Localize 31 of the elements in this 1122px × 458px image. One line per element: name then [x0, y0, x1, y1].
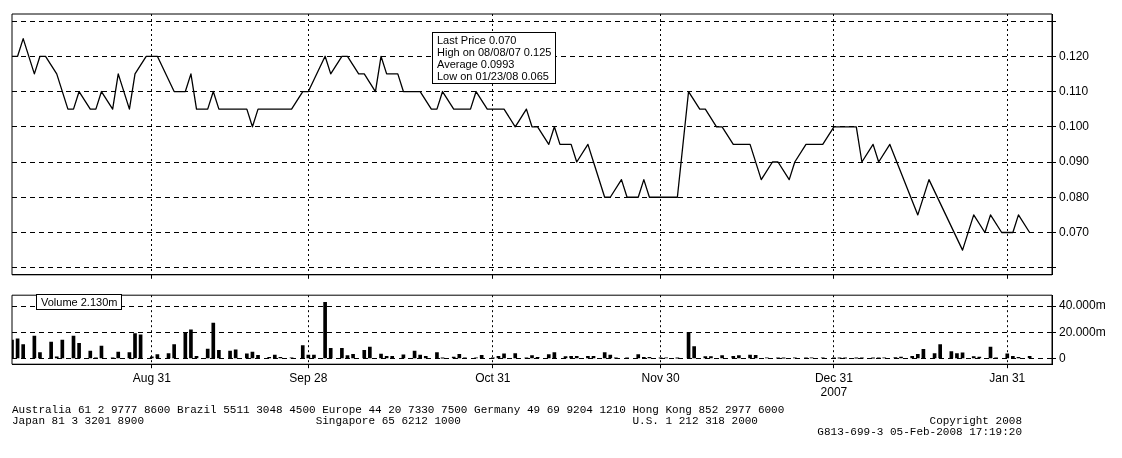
y-tick-label: 0.110 [1059, 83, 1089, 98]
y-tick-label: 0.090 [1059, 154, 1090, 169]
x-tick-label: Jan 31 [989, 370, 1026, 385]
bar [530, 355, 534, 359]
text: G813-699-3 05-Feb-2008 17:19:20 [816, 426, 1022, 438]
x-tick-label: Aug 31 [132, 370, 172, 385]
bar [737, 355, 741, 359]
annotation: Volume 2.130m [36, 294, 123, 310]
text: Singapore 65 6212 1000 [315, 415, 461, 427]
y-tick-label: 0 [1059, 350, 1066, 365]
y-tick-label: 40.000m [1059, 298, 1106, 313]
text: Copyright 2008 [929, 415, 1022, 427]
y-tick-label: 0.080 [1059, 189, 1090, 204]
x-tick-label: Sep 28 [289, 370, 328, 385]
bar [692, 346, 696, 359]
annotation: Average 0.0993 [437, 58, 516, 70]
x-tick-label: Oct 31 [475, 370, 511, 385]
text: U.S. 1 212 318 2000 [632, 415, 758, 427]
y-tick-label: 0.100 [1059, 119, 1090, 134]
annotation: Low on 01/23/08 0.065 [437, 70, 550, 82]
y-tick-label: 0.070 [1059, 224, 1090, 239]
y-tick-label: 0.120 [1059, 48, 1090, 63]
text: Japan 81 3 3201 8900 [12, 415, 145, 427]
bar [368, 346, 372, 359]
bar [116, 351, 121, 359]
text: Australia 61 2 9777 8600 Brazil 5511 3048 4500 Europe 44 20 7330 7500 Germany 49 69 9204 1210 Hong Kong 852 2977 6000 [12, 404, 786, 416]
annotation: High on 08/08/07 0.125 [437, 46, 552, 58]
x-tick-label: Dec 31 2007 [814, 370, 854, 400]
annotation: Last Price 0.070 [437, 34, 518, 46]
y-tick-label: 20.000m [1059, 324, 1106, 339]
x-tick-label: Nov 30 [641, 370, 680, 385]
